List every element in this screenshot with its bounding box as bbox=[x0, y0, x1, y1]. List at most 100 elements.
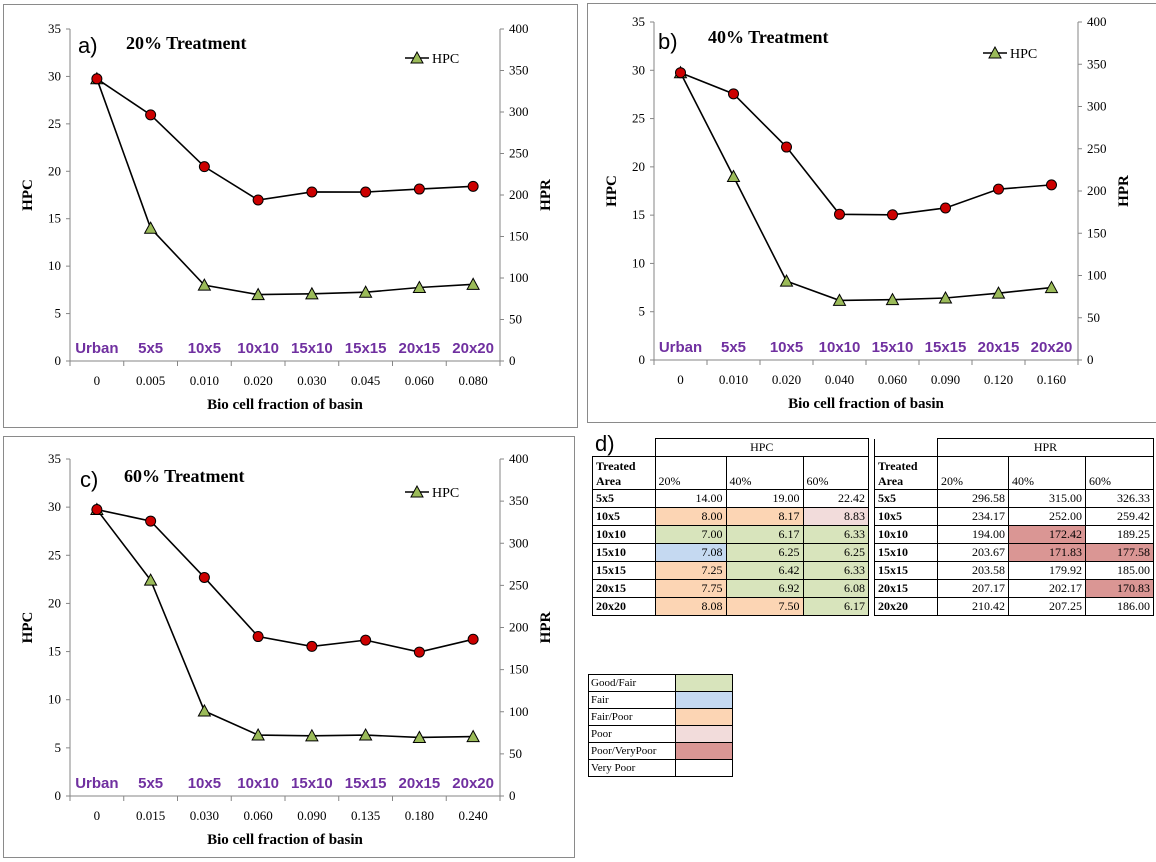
hpr-header-row: HPR bbox=[874, 438, 1154, 457]
category-label: 10x10 bbox=[237, 775, 279, 792]
right-tick-label: 0 bbox=[509, 353, 516, 368]
hpc-point bbox=[412, 730, 427, 743]
treated-area-header: Treated Area bbox=[874, 456, 938, 490]
left-tick-label: 0 bbox=[639, 352, 646, 367]
category-label: 20x20 bbox=[452, 340, 494, 357]
left-tick-label: 10 bbox=[48, 258, 61, 273]
hpc-point bbox=[1044, 280, 1059, 294]
left-tick-label: 5 bbox=[55, 740, 62, 755]
left-tick-label: 35 bbox=[48, 21, 61, 36]
hpc-cell: 6.33 bbox=[802, 561, 869, 580]
hpr-header: HPR bbox=[937, 438, 1154, 457]
table-row: 5x5 14.00 19.00 22.42 bbox=[592, 489, 869, 508]
hpc-point bbox=[938, 290, 953, 304]
hpr-table: HPR Treated Area 20% 40% 60% 5x5 296.58 31… bbox=[874, 438, 1154, 616]
right-tick-label: 350 bbox=[1087, 56, 1107, 71]
hpr-point bbox=[91, 73, 103, 85]
row-area-label: 15x10 bbox=[592, 543, 656, 562]
row-area-label: 15x15 bbox=[874, 561, 938, 580]
hpr-cell: 296.58 bbox=[937, 489, 1009, 508]
legend-color-swatch bbox=[675, 674, 733, 692]
right-tick-label: 350 bbox=[509, 493, 529, 508]
legend-row: Very Poor bbox=[588, 759, 733, 777]
table-row: 10x5 8.00 8.17 8.83 bbox=[592, 507, 869, 526]
left-tick-label: 10 bbox=[632, 255, 645, 270]
hpc-point bbox=[305, 728, 319, 742]
x-tick-label: 0.045 bbox=[351, 373, 380, 388]
legend-label: HPC bbox=[1010, 47, 1037, 62]
hpc-cell: 8.00 bbox=[654, 507, 727, 526]
hpr-point bbox=[675, 67, 686, 79]
pct-header-60: 60% bbox=[1085, 456, 1154, 490]
legend-color-swatch bbox=[675, 725, 733, 743]
left-tick-label: 5 bbox=[639, 304, 646, 319]
hpr-series-line bbox=[96, 508, 474, 653]
right-tick-label: 200 bbox=[509, 620, 529, 635]
hpc-cell: 6.08 bbox=[802, 579, 869, 598]
table-row: 20x15 207.17 202.17 170.83 bbox=[874, 579, 1154, 598]
row-area-label: 15x10 bbox=[874, 543, 938, 562]
left-tick-label: 0 bbox=[55, 788, 62, 803]
hpr-point bbox=[993, 183, 1004, 195]
category-label: 15x10 bbox=[872, 339, 914, 356]
legend-marker bbox=[988, 45, 1002, 59]
category-label: Urban bbox=[75, 775, 118, 792]
right-tick-label: 100 bbox=[1087, 268, 1107, 283]
x-tick-label: 0.015 bbox=[136, 808, 165, 823]
x-tick-label: 0.060 bbox=[244, 808, 273, 823]
treated-label: Treated bbox=[878, 459, 918, 473]
x-tick-label: 0 bbox=[677, 372, 684, 387]
hpc-point bbox=[832, 293, 847, 306]
legend-color-swatch bbox=[675, 691, 733, 709]
table-row: 15x10 7.08 6.25 6.25 bbox=[592, 543, 869, 562]
legend-label: HPC bbox=[432, 52, 459, 67]
right-tick-label: 200 bbox=[1087, 183, 1107, 198]
hpc-cell: 6.25 bbox=[802, 543, 869, 562]
hpr-point bbox=[198, 161, 210, 173]
category-label: 20x20 bbox=[452, 775, 494, 792]
pct-header-20: 20% bbox=[937, 456, 1009, 490]
hpc-point bbox=[251, 287, 265, 301]
hpc-cell: 7.75 bbox=[654, 579, 727, 598]
legend-row: Fair bbox=[588, 691, 733, 709]
hpc-cell: 6.17 bbox=[802, 597, 869, 616]
legend-class-label: Fair/Poor bbox=[588, 708, 676, 726]
x-tick-label: 0.010 bbox=[719, 372, 748, 387]
table-row: 5x5 296.58 315.00 326.33 bbox=[874, 489, 1154, 508]
hpr-cell: 210.42 bbox=[937, 597, 1009, 616]
area-label: Area bbox=[878, 474, 904, 488]
hpr-point bbox=[306, 186, 318, 198]
row-area-label: 10x5 bbox=[874, 507, 938, 526]
hpc-point bbox=[885, 292, 900, 306]
x-tick-label: 0.060 bbox=[405, 373, 434, 388]
category-label: 15x10 bbox=[291, 340, 333, 357]
pct-header-40: 40% bbox=[1008, 456, 1086, 490]
x-tick-label: 0.020 bbox=[244, 373, 273, 388]
row-area-label: 10x5 bbox=[592, 507, 656, 526]
category-label: 10x5 bbox=[188, 340, 221, 357]
hpc-subheader-row: Treated Area 20% 40% 60% bbox=[592, 456, 869, 490]
hpc-cell: 6.42 bbox=[725, 561, 804, 580]
left-tick-label: 35 bbox=[632, 14, 645, 29]
left-tick-label: 0 bbox=[55, 353, 62, 368]
hpc-cell: 8.08 bbox=[654, 597, 727, 616]
chart-title: 60% Treatment bbox=[124, 466, 244, 486]
panel-letter: a) bbox=[78, 33, 98, 58]
hpc-point bbox=[197, 278, 212, 291]
right-tick-label: 150 bbox=[509, 229, 529, 244]
legend-class-label: Fair bbox=[588, 691, 676, 709]
right-tick-label: 150 bbox=[1087, 225, 1107, 240]
table-row: 20x15 7.75 6.92 6.08 bbox=[592, 579, 869, 598]
hpc-point bbox=[143, 221, 158, 234]
hpr-cell: 170.83 bbox=[1085, 579, 1154, 598]
x-tick-label: 0.060 bbox=[878, 372, 907, 387]
y-axis-label-left: HPC bbox=[20, 612, 36, 644]
x-tick-label: 0.080 bbox=[459, 373, 488, 388]
hpr-point bbox=[91, 504, 103, 516]
hpr-cell: 234.17 bbox=[937, 507, 1009, 526]
hpr-cell: 207.25 bbox=[1008, 597, 1086, 616]
row-area-label: 20x20 bbox=[874, 597, 938, 616]
right-tick-label: 300 bbox=[509, 104, 529, 119]
hpr-point bbox=[887, 209, 898, 221]
